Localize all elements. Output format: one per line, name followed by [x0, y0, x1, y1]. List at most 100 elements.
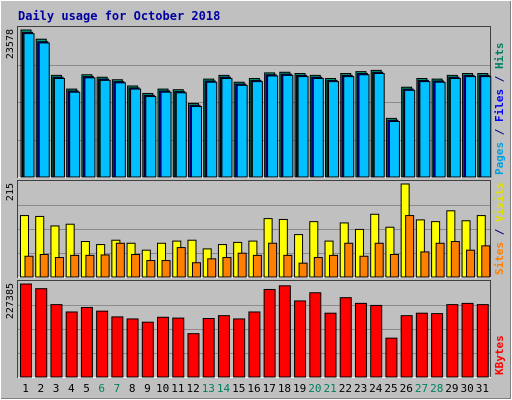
bar-visits-sites-30	[466, 249, 476, 278]
bar-hits-pages-7	[114, 82, 126, 178]
bar-kbytes-kbytes-12	[187, 333, 200, 378]
bar-kbytes-kbytes-5	[80, 306, 93, 378]
x-tick-label: 24	[369, 382, 383, 395]
bar-hits-pages-2	[38, 42, 50, 178]
bar-visits-sites-31	[481, 245, 491, 278]
x-tick-label: 10	[156, 382, 169, 395]
bar-hits-pages-24	[373, 73, 385, 178]
bar-kbytes-kbytes-27	[415, 312, 428, 378]
bar-hits-pages-28	[434, 81, 446, 178]
x-tick-label: 25	[384, 382, 397, 395]
bar-kbytes-kbytes-2	[35, 288, 48, 378]
bar-visits-sites-5	[85, 254, 95, 278]
bar-hits-pages-9	[145, 96, 157, 178]
bar-kbytes-kbytes-9	[141, 321, 154, 378]
bar-kbytes-kbytes-10	[157, 316, 170, 378]
legend-entry: Sites	[493, 242, 506, 275]
x-tick-label: 31	[476, 382, 489, 395]
bar-kbytes-kbytes-30	[461, 302, 474, 378]
bar-hits-pages-4	[69, 91, 81, 178]
bar-visits-sites-4	[70, 254, 80, 278]
x-tick-label: 12	[186, 382, 199, 395]
x-tick-label: 21	[324, 382, 337, 395]
legend-hits: Pages / Files / Hits	[493, 43, 506, 176]
bar-kbytes-kbytes-8	[126, 318, 139, 378]
bar-visits-sites-1	[24, 255, 34, 278]
bar-kbytes-kbytes-21	[324, 312, 337, 378]
y-max-label-kbytes: 227385	[5, 283, 16, 319]
bar-kbytes-kbytes-20	[309, 292, 322, 378]
legend-entry: /	[493, 69, 506, 89]
x-tick-label: 1	[22, 382, 29, 395]
x-tick-label: 15	[232, 382, 245, 395]
legend-entry: Hits	[493, 43, 506, 70]
bar-visits-sites-11	[176, 247, 186, 278]
x-tick-label: 8	[129, 382, 136, 395]
x-tick-label: 16	[247, 382, 260, 395]
x-tick-label: 27	[415, 382, 428, 395]
bar-hits-pages-25	[388, 121, 400, 178]
bar-kbytes-kbytes-22	[339, 297, 352, 378]
bar-visits-sites-3	[54, 257, 64, 278]
x-tick-label: 29	[445, 382, 458, 395]
bar-visits-sites-22	[344, 242, 354, 278]
x-tick-label: 28	[430, 382, 443, 395]
bar-visits-sites-10	[161, 260, 171, 278]
chart-title: Daily usage for October 2018	[18, 9, 220, 23]
bar-kbytes-kbytes-28	[431, 313, 444, 378]
bar-visits-sites-24	[374, 242, 384, 278]
x-tick-label: 14	[217, 382, 231, 395]
legend-entry: /	[493, 122, 506, 142]
x-tick-label: 30	[461, 382, 474, 395]
bar-visits-sites-27	[420, 251, 430, 278]
bar-visits-sites-14	[222, 257, 232, 278]
bar-visits-sites-13	[207, 258, 217, 278]
bar-hits-pages-17	[267, 75, 279, 178]
bar-hits-pages-6	[99, 79, 111, 178]
bar-kbytes-kbytes-6	[96, 310, 109, 378]
bar-kbytes-kbytes-31	[476, 304, 489, 378]
x-tick-label: 22	[339, 382, 352, 395]
bar-kbytes-kbytes-19	[294, 300, 307, 378]
bar-visits-sites-23	[359, 255, 369, 278]
bar-hits-pages-30	[465, 76, 477, 178]
bar-hits-pages-1	[23, 33, 35, 178]
y-max-label-hits: 23578	[5, 29, 16, 59]
bar-visits-sites-20	[313, 257, 323, 278]
panel-hits: 23578 Pages / Files / Hits	[5, 26, 506, 178]
bar-hits-pages-21	[328, 81, 340, 178]
x-tick-label: 2	[38, 382, 45, 395]
bar-visits-sites-7	[115, 242, 125, 278]
bar-hits-pages-19	[297, 76, 309, 178]
bar-kbytes-kbytes-1	[20, 283, 32, 378]
bar-visits-sites-25	[389, 254, 399, 278]
bar-visits-sites-8	[131, 254, 141, 278]
bar-hits-pages-29	[449, 77, 461, 178]
bar-hits-pages-31	[480, 76, 492, 178]
bar-kbytes-kbytes-16	[248, 311, 261, 378]
bar-kbytes-kbytes-3	[50, 304, 63, 378]
bar-hits-pages-11	[175, 92, 187, 178]
bar-kbytes-kbytes-13	[202, 318, 215, 378]
bar-hits-pages-10	[160, 91, 172, 178]
bar-hits-pages-26	[404, 89, 416, 178]
bar-visits-sites-19	[298, 262, 308, 278]
bar-hits-pages-8	[130, 88, 142, 178]
bar-kbytes-kbytes-26	[400, 315, 413, 378]
legend-kbytes: KBytes	[493, 335, 506, 375]
bar-visits-sites-12	[191, 262, 201, 278]
bar-visits-sites-26	[405, 215, 415, 278]
bar-kbytes-kbytes-17	[263, 288, 276, 378]
bar-kbytes-kbytes-4	[65, 311, 78, 378]
bar-hits-pages-5	[84, 77, 96, 178]
x-tick-label: 20	[308, 382, 321, 395]
bar-hits-pages-16	[251, 81, 263, 178]
x-tick-label: 5	[83, 382, 90, 395]
bar-hits-pages-13	[206, 81, 218, 178]
bar-visits-sites-16	[252, 254, 262, 278]
legend-entry: Pages	[493, 142, 506, 175]
bar-hits-pages-12	[190, 106, 202, 178]
bar-kbytes-kbytes-14	[217, 315, 230, 378]
